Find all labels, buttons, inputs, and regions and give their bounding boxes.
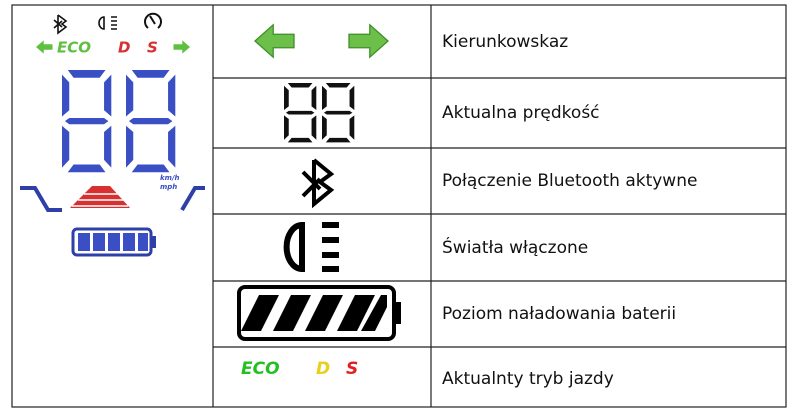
mode-d-icon: D [316,359,330,379]
row-label: Połączenie Bluetooth aktywne [442,171,697,191]
row-label: Kierunkowskaz [442,32,568,52]
mode-s: S [147,39,158,57]
icon-lights [283,221,339,273]
display-illustration: ECO D S km/h mph [20,12,205,257]
row-label: Aktualna prędkość [442,103,600,123]
row-label: Światła włączone [442,236,588,258]
unit-mph: mph [160,183,177,191]
unit-kmh: km/h [160,174,180,182]
icon-bluetooth [301,158,335,209]
icon-speed-digits [284,83,355,143]
mode-d: D [118,39,130,57]
icon-turn-signals [254,24,389,58]
table-grid [11,4,787,408]
mode-eco-icon: ECO [241,359,280,379]
mode-s-icon: S [346,359,358,379]
icon-battery [237,285,401,341]
row-label: Aktualnty tryb jazdy [442,369,614,389]
mode-eco: ECO [57,39,91,57]
row-label: Poziom naładowania baterii [442,304,676,324]
